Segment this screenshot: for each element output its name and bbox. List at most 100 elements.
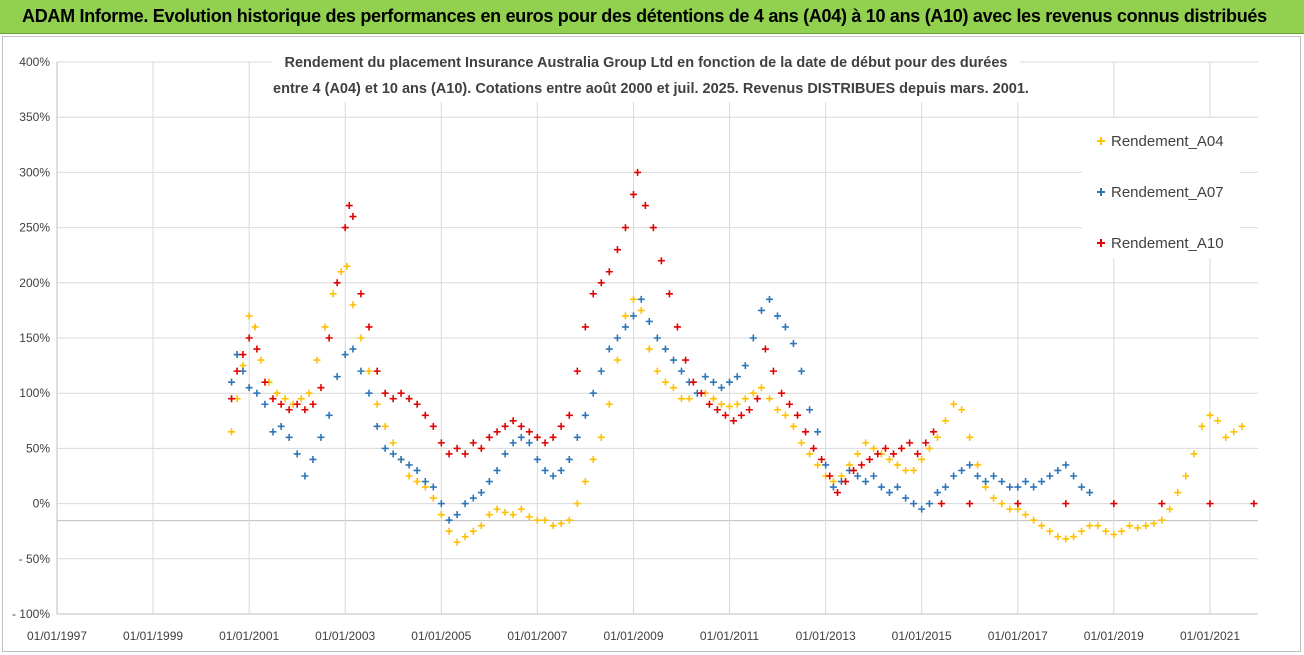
data-point — [1054, 533, 1062, 541]
data-point — [938, 500, 946, 508]
data-point — [501, 450, 509, 458]
data-point — [634, 168, 642, 176]
data-point — [1070, 533, 1078, 541]
data-point — [429, 422, 437, 430]
data-point — [685, 395, 693, 403]
data-point — [933, 433, 941, 441]
y-tick-label: 0% — [33, 497, 51, 511]
data-point — [641, 202, 649, 210]
data-point — [453, 538, 461, 546]
data-point — [245, 334, 253, 342]
data-point — [365, 367, 373, 375]
legend-marker — [1097, 137, 1105, 145]
data-point — [918, 505, 926, 513]
data-point — [533, 455, 541, 463]
data-point — [549, 433, 557, 441]
series-Rendement_A07 — [228, 295, 1094, 524]
data-point — [930, 428, 938, 436]
data-point — [589, 290, 597, 298]
y-tick-label: 350% — [19, 110, 50, 124]
data-point — [797, 439, 805, 447]
data-point — [854, 472, 862, 480]
data-point — [589, 389, 597, 397]
data-point — [717, 384, 725, 392]
data-point — [966, 433, 974, 441]
x-tick-label: 01/01/2015 — [892, 629, 952, 643]
data-point — [589, 455, 597, 463]
data-point — [413, 478, 421, 486]
data-point — [597, 433, 605, 441]
data-point — [381, 444, 389, 452]
data-point — [914, 450, 922, 458]
data-point — [858, 461, 866, 469]
data-point — [778, 389, 786, 397]
data-point — [1134, 524, 1142, 532]
data-point — [293, 400, 301, 408]
data-point — [309, 400, 317, 408]
data-point — [325, 334, 333, 342]
data-point — [581, 323, 589, 331]
data-point — [661, 345, 669, 353]
data-point — [906, 439, 914, 447]
data-point — [389, 395, 397, 403]
data-point — [581, 478, 589, 486]
data-point — [253, 389, 261, 397]
data-point — [730, 417, 738, 425]
data-point — [549, 472, 557, 480]
data-point — [653, 334, 661, 342]
data-point — [661, 378, 669, 386]
data-point — [709, 378, 717, 386]
data-point — [814, 428, 822, 436]
data-point — [557, 422, 565, 430]
x-tick-label: 01/01/1999 — [123, 629, 183, 643]
x-tick-label: 01/01/2005 — [411, 629, 471, 643]
data-point — [445, 516, 453, 524]
x-tick-label: 01/01/2013 — [796, 629, 856, 643]
data-point — [343, 262, 351, 270]
data-point — [1046, 527, 1054, 535]
data-point — [605, 268, 613, 276]
data-point — [277, 400, 285, 408]
data-point — [233, 367, 241, 375]
data-point — [485, 511, 493, 519]
data-point — [958, 466, 966, 474]
data-point — [1158, 516, 1166, 524]
data-point — [721, 411, 729, 419]
legend: Rendement_A04 Rendement_A07 Rendement_A10 — [1097, 133, 1224, 252]
data-point — [533, 433, 541, 441]
data-point — [974, 461, 982, 469]
data-point — [373, 422, 381, 430]
data-point — [1250, 500, 1258, 508]
data-point — [557, 466, 565, 474]
series-Rendement_A04 — [228, 262, 1246, 546]
data-point — [239, 351, 247, 359]
data-point — [493, 505, 501, 513]
data-point — [357, 290, 365, 298]
data-point — [682, 356, 690, 364]
x-tick-label: 01/01/2001 — [219, 629, 279, 643]
data-point — [1006, 505, 1014, 513]
data-point — [866, 455, 874, 463]
data-point — [1070, 472, 1078, 480]
data-point — [573, 367, 581, 375]
y-tick-label: - 50% — [19, 552, 51, 566]
data-point — [357, 334, 365, 342]
data-point — [605, 400, 613, 408]
data-point — [818, 455, 826, 463]
data-point — [1094, 522, 1102, 530]
legend-label: Rendement_A10 — [1111, 235, 1224, 252]
chart-title-line-2: entre 4 (A04) et 10 ans (A10). Cotations… — [273, 81, 1029, 97]
data-point — [1062, 535, 1070, 543]
data-point — [910, 500, 918, 508]
data-point — [737, 411, 745, 419]
data-point — [1238, 422, 1246, 430]
x-tick-label: 01/01/1997 — [27, 629, 87, 643]
data-point — [1078, 527, 1086, 535]
data-point — [333, 279, 341, 287]
data-point — [477, 522, 485, 530]
data-point — [870, 472, 878, 480]
data-point — [749, 334, 757, 342]
data-point — [862, 439, 870, 447]
data-point — [678, 395, 686, 403]
data-point — [1014, 483, 1022, 491]
